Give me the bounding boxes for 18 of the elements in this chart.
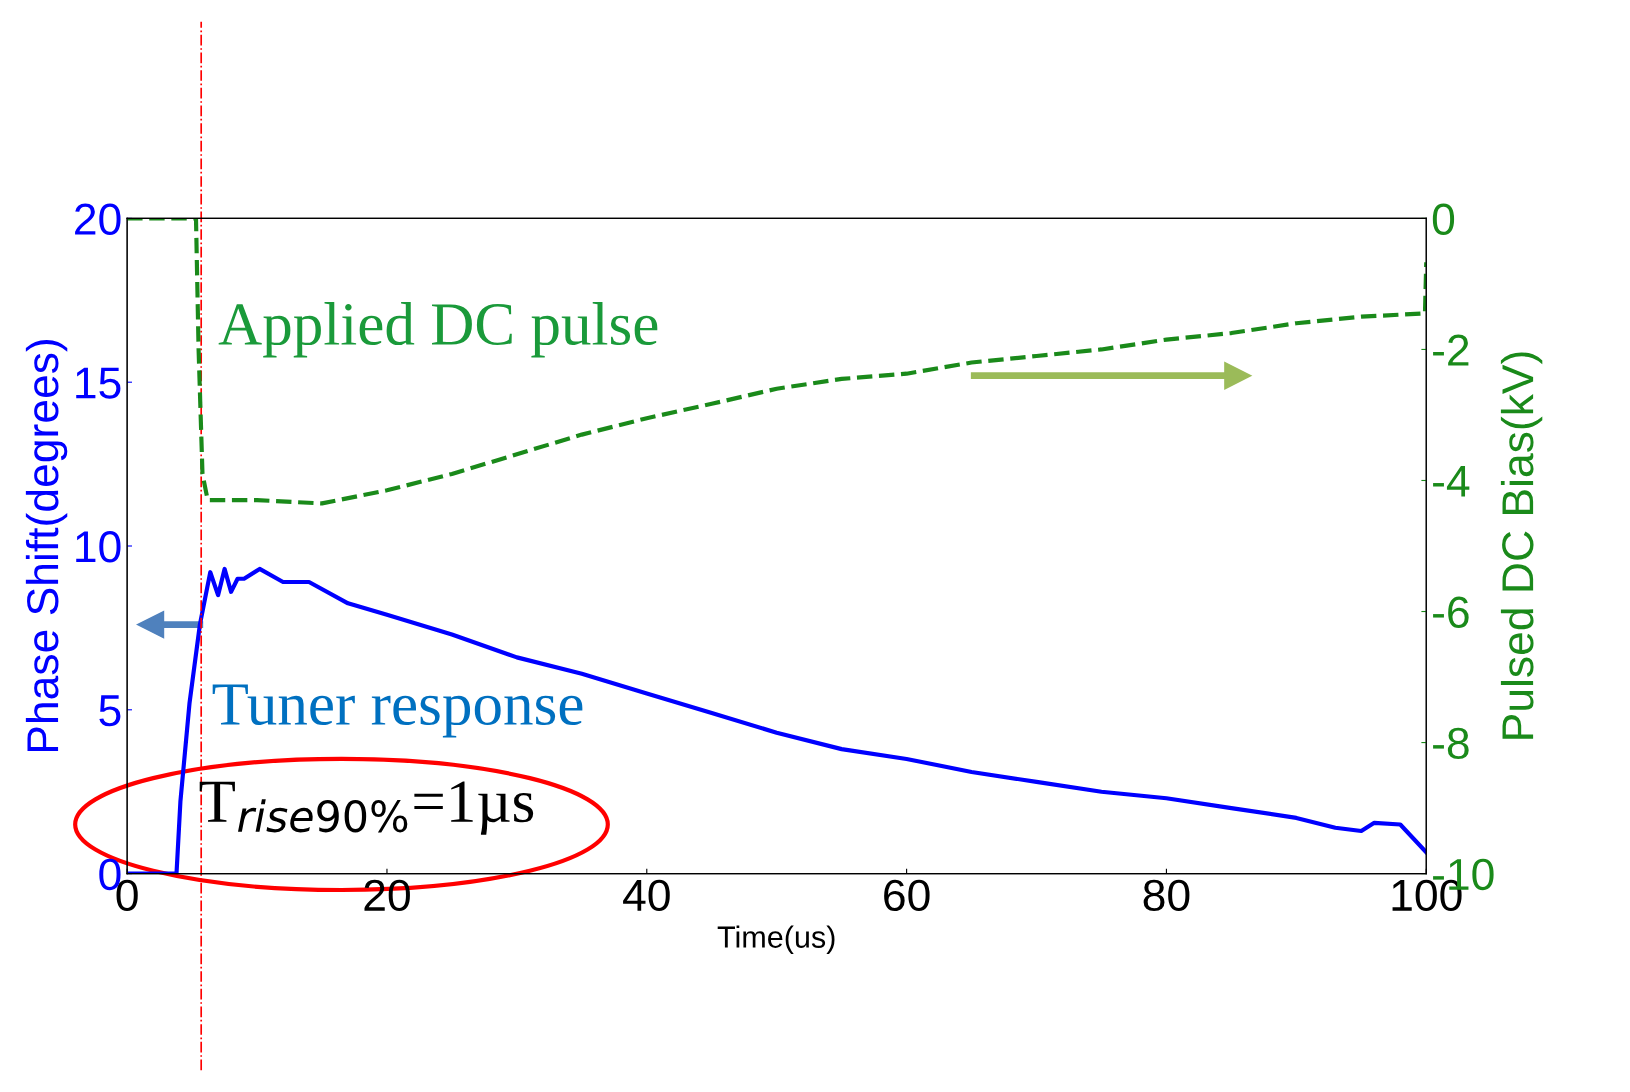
y-tick-label: 20 [75, 203, 121, 235]
y2-tick-label: -4 [1433, 466, 1470, 497]
series-label: Applied DC pulse [218, 302, 658, 358]
series-label: Tuner response [212, 684, 583, 738]
y2-tick-label: 0 [1432, 203, 1455, 235]
x-tick-label: 40 [623, 879, 670, 912]
x-axis-title: Time(us) [717, 925, 835, 954]
y-axis-title: Phase Shift(degrees) [25, 339, 68, 752]
y-tick-label: 5 [99, 695, 121, 727]
y2-tick-label: -6 [1433, 596, 1469, 629]
y-tick-label: 10 [76, 531, 121, 563]
annotation: T$_{rise90%}$=1µs [199, 781, 534, 835]
y2-tick-label: -8 [1433, 727, 1469, 760]
x-tick-label: 80 [1143, 879, 1190, 912]
y-tick-label: 15 [76, 367, 121, 399]
x-tick-label: 60 [884, 879, 930, 912]
y2-axis-title: Pulsed DC Bias(kV) [1500, 352, 1543, 739]
y2-tick-label: -2 [1433, 334, 1469, 366]
